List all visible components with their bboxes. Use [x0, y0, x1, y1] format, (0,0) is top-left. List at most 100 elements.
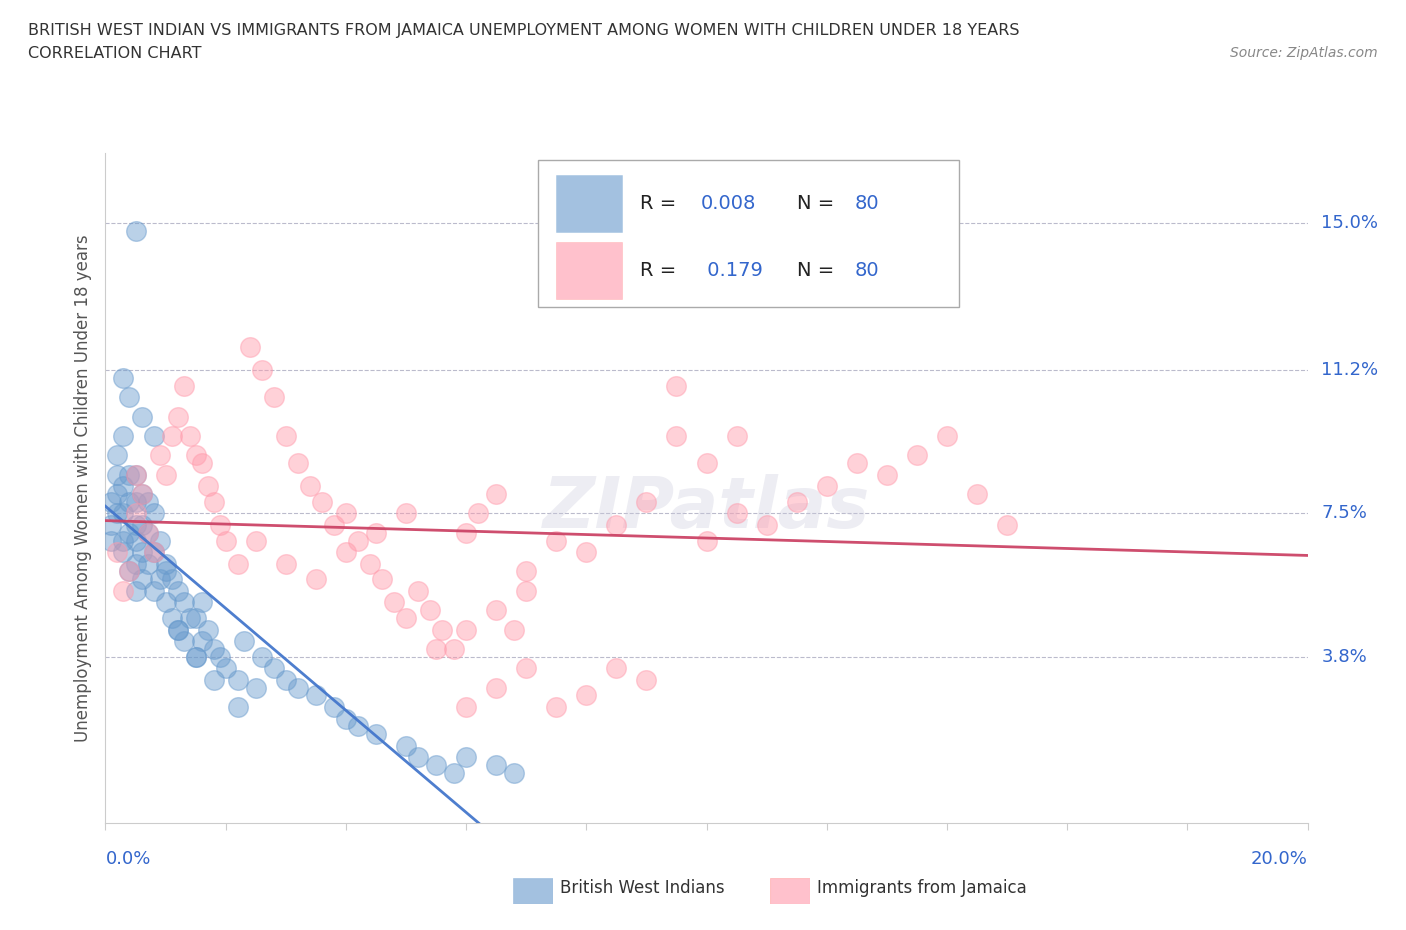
FancyBboxPatch shape — [557, 242, 623, 299]
Point — [214, 533, 236, 548]
Point — [467, 506, 489, 521]
Point — [485, 486, 508, 501]
Point — [425, 758, 447, 773]
Point — [124, 495, 146, 510]
Point — [515, 661, 537, 676]
Point — [107, 486, 129, 501]
Point — [605, 661, 627, 676]
Point — [112, 479, 135, 494]
Point — [786, 495, 808, 510]
Point — [112, 506, 135, 521]
Point — [274, 556, 297, 571]
Point — [287, 456, 309, 471]
Point — [665, 429, 688, 444]
Point — [155, 595, 177, 610]
Point — [148, 533, 170, 548]
Point — [160, 429, 183, 444]
Point — [131, 409, 153, 424]
FancyBboxPatch shape — [557, 175, 623, 232]
Point — [443, 765, 465, 780]
Text: 20.0%: 20.0% — [1251, 850, 1308, 868]
Point — [124, 223, 146, 238]
Point — [118, 467, 141, 482]
Point — [124, 467, 146, 482]
Point — [347, 719, 370, 734]
Point — [124, 518, 146, 533]
Point — [546, 533, 568, 548]
Text: ZIPatlas: ZIPatlas — [543, 474, 870, 543]
Point — [443, 642, 465, 657]
Text: 0.008: 0.008 — [700, 194, 756, 213]
Point — [148, 572, 170, 587]
Point — [503, 765, 526, 780]
Point — [503, 622, 526, 637]
Point — [250, 363, 273, 378]
Point — [142, 545, 165, 560]
Point — [124, 556, 146, 571]
Point — [226, 556, 249, 571]
Point — [190, 595, 212, 610]
Text: BRITISH WEST INDIAN VS IMMIGRANTS FROM JAMAICA UNEMPLOYMENT AMONG WOMEN WITH CHI: BRITISH WEST INDIAN VS IMMIGRANTS FROM J… — [28, 23, 1019, 38]
Point — [202, 495, 225, 510]
Point — [636, 495, 658, 510]
Point — [239, 339, 262, 354]
Text: 0.179: 0.179 — [700, 261, 762, 280]
Point — [155, 564, 177, 578]
Point — [905, 448, 928, 463]
Point — [202, 642, 225, 657]
Point — [136, 556, 159, 571]
Point — [100, 533, 122, 548]
Point — [364, 525, 387, 540]
Point — [815, 479, 838, 494]
Point — [454, 699, 477, 714]
Point — [202, 672, 225, 687]
Text: R =: R = — [640, 261, 683, 280]
Point — [124, 583, 146, 598]
Text: R =: R = — [640, 194, 683, 213]
Point — [636, 672, 658, 687]
Point — [305, 688, 328, 703]
Point — [155, 556, 177, 571]
Point — [485, 603, 508, 618]
Point — [371, 572, 394, 587]
Point — [173, 633, 195, 648]
Point — [184, 448, 207, 463]
Point — [485, 758, 508, 773]
Point — [166, 622, 188, 637]
Point — [725, 429, 748, 444]
Point — [112, 545, 135, 560]
Point — [430, 622, 453, 637]
Y-axis label: Unemployment Among Women with Children Under 18 years: Unemployment Among Women with Children U… — [75, 234, 93, 742]
Point — [263, 390, 285, 405]
Point — [107, 506, 129, 521]
Point — [118, 525, 141, 540]
Point — [245, 533, 267, 548]
Point — [136, 495, 159, 510]
Point — [155, 467, 177, 482]
Point — [160, 572, 183, 587]
Point — [173, 379, 195, 393]
Point — [208, 518, 231, 533]
Point — [118, 564, 141, 578]
Text: 80: 80 — [855, 194, 879, 213]
Point — [124, 533, 146, 548]
Point — [142, 506, 165, 521]
Point — [184, 610, 207, 625]
Text: 3.8%: 3.8% — [1322, 647, 1367, 666]
Point — [395, 738, 418, 753]
Text: Immigrants from Jamaica: Immigrants from Jamaica — [817, 879, 1026, 897]
Point — [107, 545, 129, 560]
Point — [190, 633, 212, 648]
Point — [515, 583, 537, 598]
Text: 7.5%: 7.5% — [1322, 504, 1368, 523]
Point — [136, 525, 159, 540]
Point — [124, 467, 146, 482]
Point — [148, 448, 170, 463]
Text: 11.2%: 11.2% — [1322, 361, 1379, 379]
Point — [112, 583, 135, 598]
Point — [131, 486, 153, 501]
Text: Source: ZipAtlas.com: Source: ZipAtlas.com — [1230, 46, 1378, 60]
Point — [966, 486, 988, 501]
Point — [118, 390, 141, 405]
FancyBboxPatch shape — [538, 160, 959, 308]
